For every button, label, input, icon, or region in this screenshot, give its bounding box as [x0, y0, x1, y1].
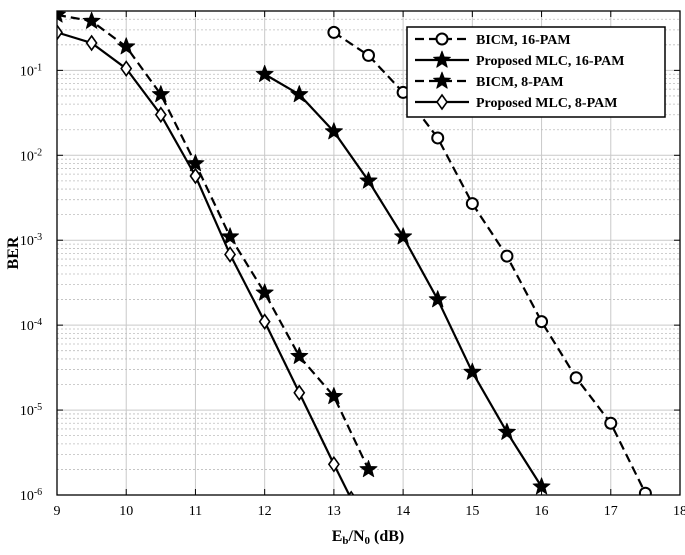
series-0-point-7 [569, 371, 583, 385]
series-3-point-2 [120, 60, 133, 77]
x-tick-label-9: 18 [673, 504, 685, 519]
legend-marker-0 [435, 32, 449, 46]
x-axis-label: Eb/N0 (dB) [332, 528, 405, 547]
series-1-point-1 [290, 85, 309, 103]
series-2 [57, 11, 378, 478]
legend-label-3: Proposed MLC, 8-PAM [476, 96, 617, 111]
series-2-point-4 [186, 154, 205, 172]
series-3-point-8 [327, 455, 340, 473]
series-2-point-0 [57, 11, 66, 23]
series-2-point-5 [221, 227, 240, 245]
x-tick-label-5: 14 [396, 504, 410, 519]
series-3-point-3 [154, 106, 167, 124]
x-tick-label-2: 11 [189, 504, 202, 519]
legend-marker-3 [436, 93, 448, 111]
series-3-line [57, 31, 351, 495]
series-1-point-4 [394, 227, 413, 245]
series-3-point-7 [293, 384, 306, 402]
axis-ticks: 9 10 11 12 13 14 15 16 17 18 10-6 10-5 10-4 10-3 10-2 1… [20, 11, 685, 519]
y-tick-label-4: 10-2 [20, 147, 42, 165]
x-tick-label-8: 17 [604, 504, 618, 519]
series-3-point-9 [347, 490, 355, 495]
series-1-point-3 [359, 171, 378, 189]
series-0-point-8 [604, 416, 618, 430]
series-0-point-5 [500, 249, 514, 263]
series-2-point-2 [117, 37, 136, 55]
series-3-point-1 [85, 34, 98, 52]
series-0 [327, 25, 652, 495]
y-axis-label: BER [5, 236, 22, 269]
series-1-point-0 [255, 64, 274, 82]
x-tick-label-7: 16 [535, 504, 549, 519]
x-tick-label-0: 9 [54, 504, 61, 519]
series-1-point-7 [497, 422, 516, 440]
series-3-point-0 [57, 24, 63, 41]
legend-marker-1 [433, 50, 451, 68]
series-1-point-2 [324, 122, 343, 140]
series-2-line [57, 13, 370, 470]
legend: BICM, 16-PAM Proposed MLC, 16-PAM BICM, 8-… [406, 26, 666, 118]
plot-frame [56, 10, 681, 496]
x-tick-label-6: 15 [465, 504, 479, 519]
x-tick-label-1: 10 [119, 504, 133, 519]
series-1-point-6 [463, 362, 482, 380]
y-tick-label-2: 10-4 [20, 317, 42, 335]
series-0-line [333, 31, 647, 494]
series-0-point-1 [362, 48, 375, 62]
series-3-point-4 [189, 167, 202, 185]
series-2-point-1 [82, 11, 101, 29]
series-3-point-5 [224, 246, 237, 263]
series-2-point-7 [290, 346, 309, 364]
legend-label-2: BICM, 8-PAM [476, 75, 564, 90]
legend-marker-2 [433, 71, 451, 89]
series-3 [57, 24, 355, 495]
x-tick-label-4: 13 [327, 504, 341, 519]
series-3-point-6 [258, 313, 271, 331]
series-1 [255, 64, 551, 495]
y-tick-label-0: 10-6 [20, 487, 42, 505]
legend-label-0: BICM, 16-PAM [476, 33, 571, 48]
series-0-point-4 [465, 197, 479, 211]
x-tick-label-3: 12 [258, 504, 272, 519]
y-tick-label-5: 10-1 [20, 62, 42, 80]
series-1-point-5 [428, 290, 447, 308]
legend-label-1: Proposed MLC, 16-PAM [476, 54, 624, 69]
series-2-point-6 [255, 283, 274, 301]
series-0-point-0 [327, 25, 341, 39]
series-2-point-3 [151, 85, 170, 103]
series-0-point-6 [535, 315, 549, 329]
series-2-point-8 [324, 386, 343, 405]
series-layer [57, 11, 652, 495]
series-0-point-9 [638, 486, 652, 495]
y-tick-label-3: 10-3 [20, 232, 42, 250]
series-0-point-3 [431, 131, 445, 145]
y-tick-label-1: 10-5 [20, 402, 42, 420]
series-2-point-9 [359, 460, 378, 478]
